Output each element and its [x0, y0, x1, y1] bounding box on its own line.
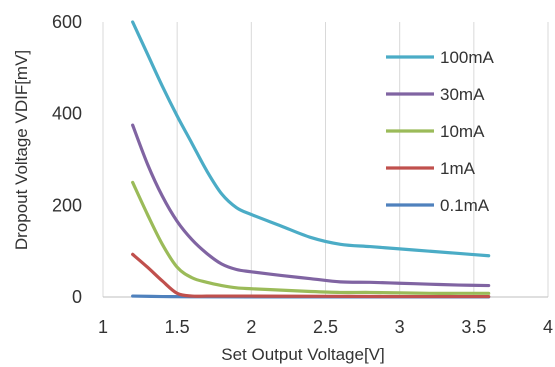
legend-label: 10mA	[440, 122, 485, 141]
series-line-10ma	[131, 180, 491, 295]
y-tick-label: 400	[52, 104, 82, 124]
x-tick-label: 2.5	[313, 317, 338, 337]
series-line-100ma	[131, 20, 491, 258]
x-tick-label: 4	[543, 317, 553, 337]
x-tick-label: 2	[246, 317, 256, 337]
x-tick-label: 3.5	[461, 317, 486, 337]
legend-label: 100mA	[440, 48, 495, 67]
y-tick-label: 200	[52, 195, 82, 215]
legend-item: 0.1mA	[386, 196, 490, 215]
x-axis-title: Set Output Voltage[V]	[221, 345, 385, 364]
x-tick-label: 1	[98, 317, 108, 337]
legend-item: 30mA	[386, 85, 485, 104]
y-tick-label: 600	[52, 12, 82, 32]
series-line-1ma	[131, 252, 491, 299]
tick-labels: 1 1.5 2 2.5 3 3.5 4 0 200 400 600	[52, 12, 553, 337]
x-tick-label: 3	[395, 317, 405, 337]
legend-item: 100mA	[386, 48, 495, 67]
legend-label: 0.1mA	[440, 196, 490, 215]
legend: 100mA 30mA 10mA 1mA 0.1mA	[386, 48, 495, 215]
x-tick-label: 1.5	[165, 317, 190, 337]
legend-item: 10mA	[386, 122, 485, 141]
series-layer	[131, 20, 491, 299]
series-line-30ma	[131, 123, 491, 288]
grid-layer	[102, 22, 549, 297]
legend-label: 30mA	[440, 85, 485, 104]
legend-item: 1mA	[386, 159, 476, 178]
y-tick-label: 0	[72, 287, 82, 307]
y-axis-title: Dropout Voltage VDIF[mV]	[12, 50, 31, 250]
legend-label: 1mA	[440, 159, 476, 178]
